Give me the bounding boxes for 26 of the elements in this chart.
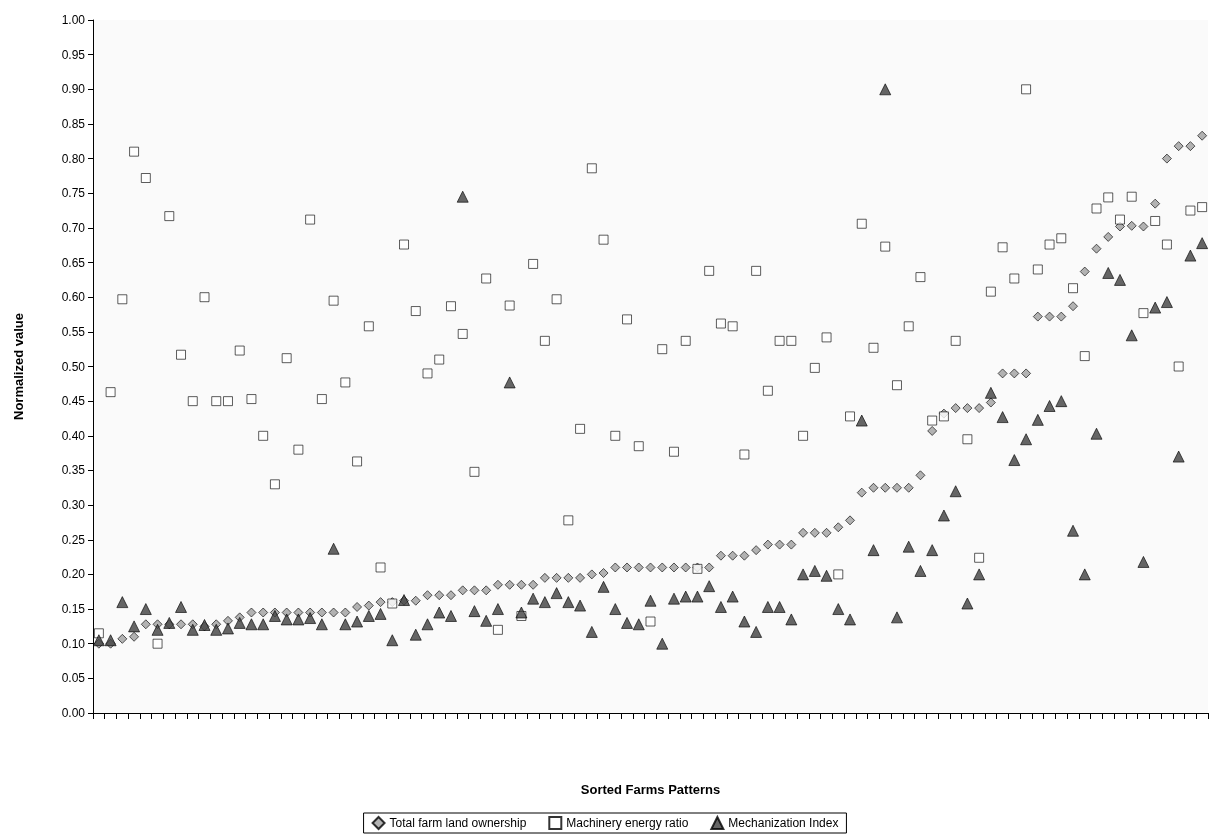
y-tick-label: 0.60: [61, 290, 86, 305]
y-tick-label: 0.65: [61, 255, 86, 270]
y-tick-label: 0.00: [61, 706, 86, 720]
legend-label: Total farm land ownership: [389, 816, 527, 830]
y-tick-label: 0.50: [61, 359, 86, 374]
y-tick-label: 0.30: [61, 498, 86, 513]
y-tick-label: 1.00: [61, 13, 86, 27]
y-tick-label: 0.85: [61, 116, 86, 131]
legend-label: Mechanization Index: [728, 816, 839, 830]
y-tick-label: 0.25: [61, 532, 86, 547]
y-tick-label: 0.05: [61, 671, 86, 686]
y-tick-label: 0.90: [61, 82, 86, 97]
y-tick-label: 0.55: [61, 324, 86, 339]
x-axis-title: Sorted Farms Patterns: [580, 782, 721, 797]
legend-label: Machinery energy ratio: [566, 816, 689, 830]
y-tick-label: 0.20: [61, 567, 86, 582]
y-tick-label: 0.45: [61, 394, 86, 409]
y-tick-label: 0.10: [61, 636, 86, 651]
y-tick-label: 0.70: [61, 220, 86, 235]
y-tick-label: 0.40: [61, 428, 86, 443]
y-tick-label: 0.95: [61, 47, 86, 62]
y-tick-label: 0.15: [61, 602, 86, 617]
y-tick-label: 0.35: [61, 463, 86, 478]
y-tick-label: 0.75: [61, 186, 86, 201]
y-tick-label: 0.80: [61, 151, 86, 166]
y-axis-title: Normalized value: [11, 313, 26, 420]
